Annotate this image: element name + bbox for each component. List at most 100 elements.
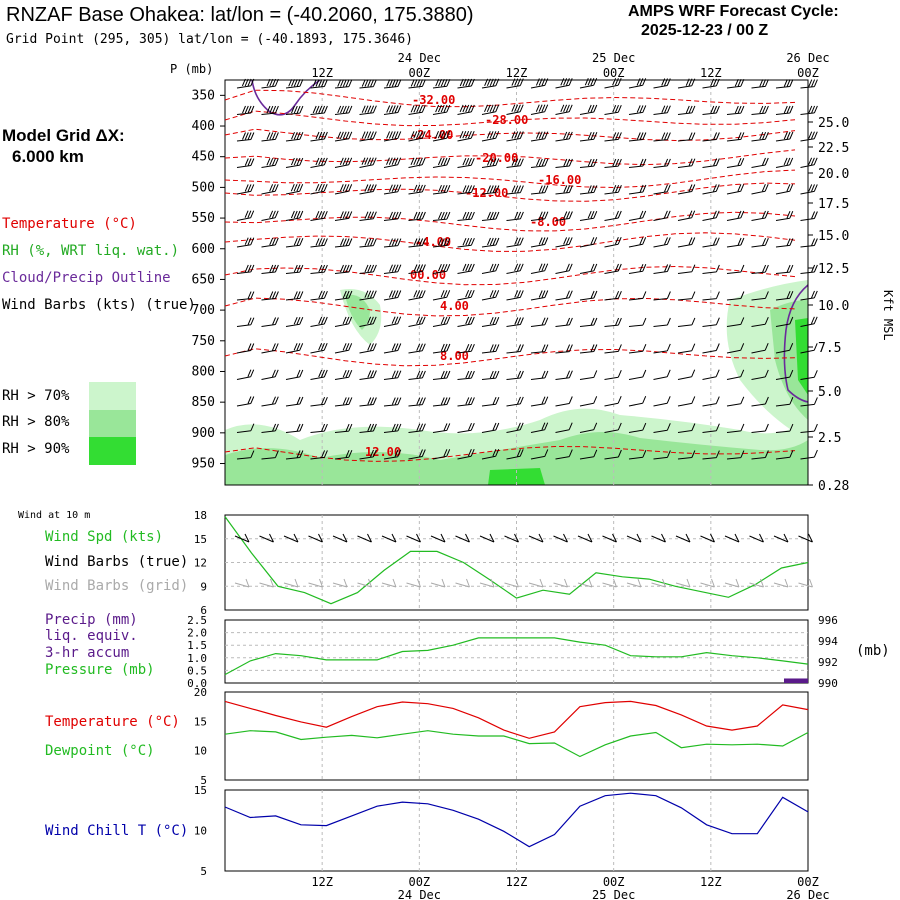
- wind-barb-10-1: [261, 343, 279, 354]
- wind-barb-11-16: [628, 369, 647, 380]
- wind-barb-7-7: [408, 264, 426, 274]
- true-barb-21: [749, 533, 764, 543]
- wind-barb-14-19: [702, 450, 720, 460]
- wind-barb-7-6: [383, 264, 402, 274]
- wind-barb-5-21: [751, 210, 769, 221]
- wind-barb-6-12: [530, 237, 549, 248]
- wind-barb-9-15: [604, 317, 622, 327]
- wind-barb-14-18: [677, 450, 696, 460]
- wind-barb-10-11: [506, 344, 524, 354]
- wind-barb-5-17: [653, 210, 671, 221]
- true-barb-4: [332, 533, 348, 543]
- wind-barb-5-10: [481, 211, 500, 221]
- legend-cloud: Cloud/Precip Outline: [2, 270, 171, 286]
- temp-contour-3: [224, 149, 796, 166]
- true-barb-12: [528, 533, 544, 543]
- g-chill-ytick-2: 5: [200, 865, 207, 878]
- wind-barb-10-18: [677, 343, 696, 354]
- wind-barb-11-13: [555, 370, 573, 380]
- pressure-label-850: 850: [192, 395, 215, 410]
- wind-barb-12-9: [457, 397, 475, 407]
- wind-barb-13-15: [604, 422, 622, 433]
- wind-barb-1-19: [702, 105, 720, 115]
- wind-barb-4-2: [285, 184, 304, 195]
- wind-barb-3-14: [579, 158, 598, 168]
- wind-barb-14-20: [726, 450, 745, 460]
- wind-barb-4-13: [555, 185, 573, 195]
- wind-barb-9-22: [775, 316, 794, 327]
- wind-chill-line: [224, 792, 809, 848]
- wind-barb-13-16: [628, 422, 647, 433]
- wind-barb-10-23: [800, 343, 818, 354]
- height-label-1: 22.5: [818, 141, 849, 156]
- rh90-swatch: [89, 437, 136, 465]
- wind-barb-8-23: [800, 290, 818, 301]
- grid-barb-21: [749, 578, 764, 588]
- wind-barb-13-22: [775, 423, 794, 433]
- g-press-ytick-3: 1.0: [187, 652, 207, 665]
- wind-barb-3-7: [408, 157, 426, 168]
- wind-barb-6-20: [726, 237, 745, 248]
- cross-section-panel: 350 400 450 500 550 600 650 700 750 800 850 900 950 P…: [170, 62, 895, 494]
- wind-barb-2-16: [628, 132, 647, 142]
- wind-barb-6-5: [359, 238, 377, 248]
- true-barb-6: [381, 533, 397, 543]
- wind-barb-13-21: [751, 423, 769, 433]
- wind-barb-6-18: [677, 237, 696, 248]
- rh-shade-5: [795, 318, 808, 395]
- wind-barb-5-19: [702, 210, 720, 221]
- wind-barb-3-17: [653, 158, 671, 168]
- height-label-2: 20.0: [818, 167, 849, 182]
- g-press-ytick-5: 0.0: [187, 677, 207, 690]
- wind-barb-7-3: [310, 264, 328, 274]
- wind-barb-6-23: [800, 238, 818, 248]
- wind-barb-7-16: [628, 264, 647, 274]
- temp-contour-8: [224, 265, 796, 286]
- wind-barb-7-1: [261, 264, 279, 274]
- wind-barb-12-12: [530, 396, 549, 407]
- wind-barb-7-10: [481, 263, 500, 274]
- wind-barb-3-12: [530, 158, 549, 168]
- wind-barb-0-19: [702, 78, 720, 89]
- wind-barb-10-4: [334, 343, 353, 354]
- wind-barb-7-2: [285, 264, 304, 274]
- wind-barb-13-9: [457, 423, 475, 433]
- wind-barb-11-21: [751, 369, 769, 380]
- wind-barb-0-22: [775, 79, 794, 89]
- wind-barb-2-1: [261, 132, 279, 142]
- true-barb-2: [283, 533, 299, 543]
- top-hour-label-4: 12Z: [700, 66, 722, 80]
- height-label-6: 10.0: [818, 299, 849, 314]
- wind-barb-12-13: [555, 396, 573, 407]
- wind-barb-6-22: [775, 238, 794, 248]
- wind-barb-1-2: [285, 105, 304, 115]
- wind-barb-9-4: [334, 316, 353, 327]
- pressure-label-600: 600: [192, 242, 215, 257]
- wind10m-title: Wind at 10 m: [18, 510, 91, 521]
- wind-barb-10-16: [628, 344, 647, 354]
- wind-barb-8-19: [702, 291, 720, 301]
- wind-barb-9-18: [677, 317, 696, 327]
- wind-barb-6-4: [334, 238, 353, 248]
- g-press-ytick-4: 0.5: [187, 664, 207, 677]
- g-wind-ytick-1: 15: [194, 533, 207, 546]
- legend-rh80-label: RH > 80%: [2, 414, 70, 430]
- grid-barb-9: [455, 578, 470, 588]
- wind-barb-4-22: [775, 184, 794, 195]
- legend-wind-barbs: Wind Barbs (kts) (true): [2, 297, 196, 313]
- press-rtick-2: 992: [818, 656, 838, 669]
- bottom-date-label-3: 25 Dec: [592, 888, 635, 900]
- wind-barb-4-7: [408, 184, 426, 195]
- true-barb-5: [357, 533, 372, 543]
- wind-barb-5-13: [555, 211, 573, 221]
- grid-barb-15: [602, 578, 617, 588]
- wind-barb-1-11: [506, 104, 524, 115]
- wind-barb-10-14: [579, 344, 598, 354]
- wind-barb-0-16: [628, 78, 647, 89]
- wind-barbs-grid-label: Wind Barbs (grid): [45, 578, 189, 594]
- wind-barb-13-5: [359, 423, 377, 433]
- true-barb-17: [651, 533, 666, 543]
- wind-barb-8-1: [261, 291, 279, 301]
- wind-barb-8-10: [481, 290, 500, 301]
- wind-barb-7-22: [775, 264, 794, 274]
